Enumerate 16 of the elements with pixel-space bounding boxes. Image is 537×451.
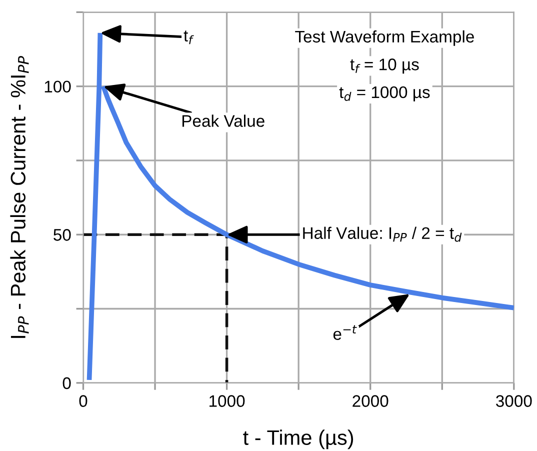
y-tick-label: 0 [62,377,71,390]
annotation: t$_{f}$ [184,30,194,44]
x-tick-label: 0 [79,395,88,407]
y-axis-title: I$_{PP}$ - Peak Pulse Current - %I$_{PP}$ [10,56,29,338]
x-tick-label: 3000 [496,395,532,407]
annotation: t$_{d}$ = 1000 µs [339,86,430,102]
y-tick-label: 50 [54,229,71,241]
x-tick-label: 1000 [210,395,245,407]
annotation: Half Value: I$_{PP}$ / 2 = t$_{d}$ [303,226,462,242]
x-axis-title: t - Time (µs) [243,430,354,450]
annotation: e$^{−t}$ [333,325,357,340]
annotation: Test Waveform Example [295,30,474,46]
x-tick-label: 2000 [352,395,388,407]
annotation: Peak Value [182,114,264,127]
y-tick-label: 100 [44,80,71,93]
annotation: t$_{f}$ = 10 µs [350,58,419,74]
